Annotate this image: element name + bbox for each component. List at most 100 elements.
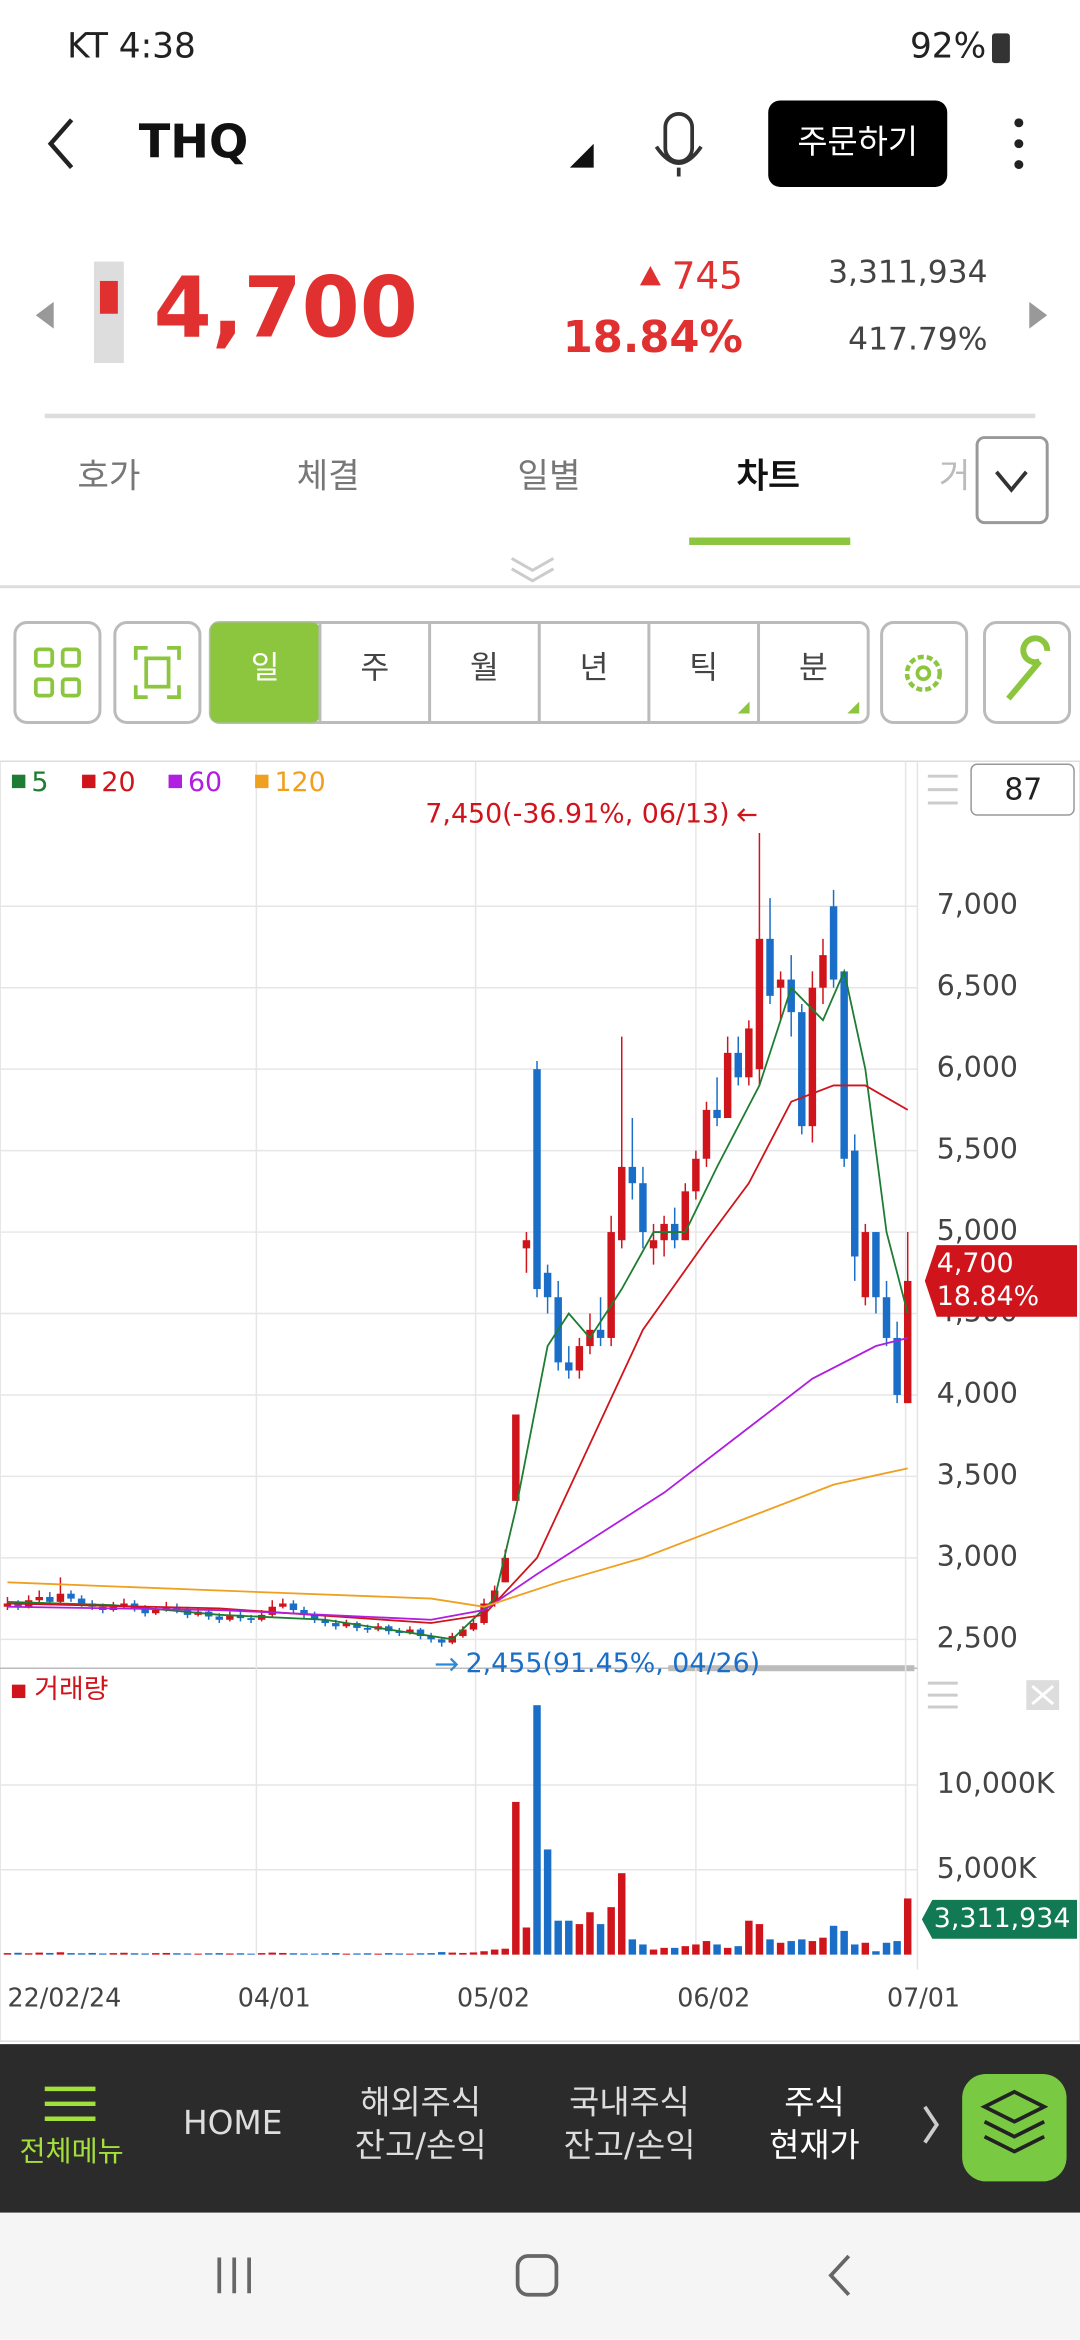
volume-bar [565,1920,573,1955]
nav-home[interactable]: HOME [183,2104,283,2142]
tab-dropdown[interactable] [975,436,1049,525]
layout-icon [33,647,81,698]
menu-icon[interactable] [44,2086,96,2121]
period-button[interactable]: 분 [799,650,828,686]
volume-bar [533,1705,541,1955]
nav-menu[interactable]: 전체메뉴 [19,2135,123,2168]
order-button[interactable] [768,100,948,187]
volume-bar [607,1907,615,1955]
volume-legend: 거래량 [34,1674,108,1705]
volume-bar [289,1953,298,1955]
candle-body [46,1596,54,1602]
nav-item[interactable]: 해외주식 [360,2083,481,2121]
tab-active[interactable]: 차트 [737,456,800,496]
period-button[interactable]: 년 [580,650,609,686]
expand-icon[interactable] [510,557,555,583]
volume-bar [543,1849,552,1955]
volume-bar [236,1953,245,1955]
back-button[interactable] [47,118,74,170]
volume-bar [575,1924,584,1955]
legend-label: 20 [101,767,135,798]
volume-bar [215,1953,224,1955]
tab[interactable]: 호가 [77,456,140,496]
volume-bar [247,1953,255,1955]
candle-body [268,1606,276,1615]
candle-body [3,1603,12,1607]
layout-button[interactable] [13,621,102,724]
volume-bar [130,1953,139,1955]
wrench-icon [1006,635,1051,701]
range-box[interactable] [970,763,1075,816]
more-button[interactable] [1014,118,1024,170]
volume-bar [152,1953,160,1955]
mic-button[interactable] [654,112,703,177]
nav-item-active[interactable]: 현재가 [769,2127,860,2165]
volume-bar [109,1953,118,1955]
menu-icon[interactable] [927,774,958,1709]
volume-bar [279,1952,287,1955]
volume-bar [226,1953,234,1955]
volume-bar [480,1951,488,1955]
tab-indicator [689,537,851,545]
settings-button[interactable] [880,621,969,724]
volume-bar [829,1925,838,1955]
period-button[interactable]: 일 [251,650,280,686]
volume-bar [660,1947,668,1955]
mini-candle [99,280,118,314]
candle-body [903,1280,912,1404]
order-label[interactable]: 주문하기 [797,123,918,161]
stock-name[interactable]: THQ [139,115,249,169]
candle-body [35,1596,43,1601]
layers-button[interactable] [962,2073,1067,2182]
candle-body [851,1150,859,1257]
turnover: 417.79% [848,322,987,358]
fullscreen-button[interactable] [113,621,202,724]
nav-item[interactable]: 국내주식 [569,2083,690,2121]
volume-bar [745,1920,753,1955]
period-active [210,622,320,723]
volume-bar [257,1953,266,1955]
tab[interactable]: 체결 [297,456,360,496]
legend-swatch [255,774,269,789]
volume-bar [416,1953,425,1955]
nav-item-active[interactable]: 주식 [784,2083,844,2121]
volume-bar [374,1953,382,1955]
y-tick-label: 7,000 [937,888,1018,921]
low-annotation: 2,455(91.45%, 04/26) [466,1648,761,1679]
prev-arrow[interactable] [35,301,54,329]
volume-bar [501,1948,509,1955]
volume-bar [586,1912,594,1955]
volume-bar [628,1939,637,1955]
candle-body [723,1052,732,1119]
recents-button[interactable] [217,2257,251,2294]
candle-body [872,1232,880,1298]
period-button[interactable]: 틱 [689,650,718,686]
nav-item[interactable]: 잔고/손익 [564,2127,696,2165]
x-tick-label: 07/01 [887,1982,960,2012]
candle-body [469,1623,478,1630]
submenu-mark [847,701,860,714]
candle-body [77,1598,86,1604]
volume-bar [35,1952,43,1955]
nav-item[interactable]: 잔고/손익 [355,2127,487,2165]
back-system-button[interactable] [828,2254,851,2297]
range-value[interactable]: 87 [1004,773,1042,808]
tab[interactable]: 거 [939,456,971,496]
volume-bar [861,1942,870,1955]
candle-body [819,955,827,988]
next-arrow[interactable] [1029,301,1048,329]
volume-bar [554,1920,562,1955]
tab[interactable]: 일별 [517,456,580,496]
volume-bar [310,1953,319,1955]
home-button[interactable] [515,2254,559,2297]
volume-bar [204,1953,213,1955]
volume-bar [406,1953,414,1955]
x-tick-label: 05/02 [457,1982,530,2012]
volume-bar [755,1924,764,1955]
volume-bar [808,1941,817,1955]
nav-more[interactable] [923,2105,940,2144]
period-button[interactable]: 월 [470,650,499,686]
volume-bar [851,1944,859,1955]
period-button[interactable]: 주 [360,650,389,686]
candle-body [702,1109,711,1159]
